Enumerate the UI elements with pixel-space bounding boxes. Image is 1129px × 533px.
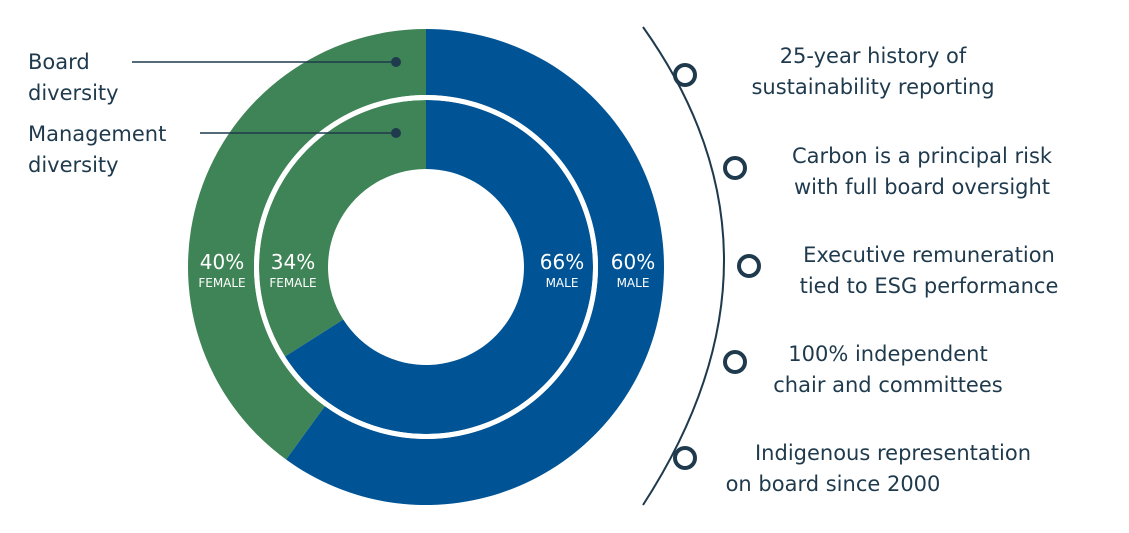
fact-text-line1: Carbon is a principal risk [792, 144, 1053, 168]
legend-board-label-line2: diversity [28, 81, 119, 105]
fact-text-line2: on board since 2000 [726, 472, 941, 496]
fact-item: Executive remuneration tied to ESG perfo… [737, 243, 1059, 298]
ring-separator [254, 95, 598, 439]
ring-value-labels: 40% FEMALE 34% FEMALE 66% MALE 60% MALE [198, 250, 655, 290]
timeline-node-icon [737, 254, 761, 278]
inner-ring-female-slice [259, 100, 426, 357]
fact-text-line1: Executive remuneration [803, 243, 1055, 267]
inner-female-value-label: 34% [271, 250, 315, 274]
inner-male-category-label: MALE [546, 276, 579, 290]
fact-item: 25-year history of sustainability report… [673, 44, 995, 99]
diversity-donut-chart [187, 29, 664, 505]
outer-female-category-label: FEMALE [198, 276, 245, 290]
timeline-arc [642, 26, 725, 506]
legend: Board diversity Management diversity [28, 50, 401, 177]
legend-board-label: Board [28, 50, 90, 74]
timeline-node-icon [723, 350, 747, 374]
outer-male-value-label: 60% [611, 250, 655, 274]
fact-item: 100% independent chair and committees [723, 342, 1003, 397]
fact-text-line1: Indigenous representation [755, 441, 1031, 465]
fact-item: Carbon is a principal risk with full boa… [723, 144, 1053, 199]
fact-text-line2: with full board oversight [794, 175, 1050, 199]
fact-text-line2: tied to ESG performance [800, 274, 1059, 298]
board-leader-dot [391, 57, 401, 67]
fact-text-line2: chair and committees [773, 373, 1002, 397]
inner-male-value-label: 66% [540, 250, 584, 274]
inner-female-category-label: FEMALE [269, 276, 316, 290]
inner-ring-male-slice [284, 100, 594, 435]
outer-ring-male-slice [286, 29, 664, 505]
management-leader-dot [391, 128, 401, 138]
outer-female-value-label: 40% [200, 250, 244, 274]
timeline-node-icon [723, 156, 747, 180]
fact-text-line1: 25-year history of [780, 44, 967, 68]
legend-management-label: Management [28, 122, 166, 146]
timeline-node-icon [673, 446, 697, 470]
outer-male-category-label: MALE [617, 276, 650, 290]
facts-list: 25-year history of sustainability report… [673, 44, 1059, 496]
fact-text-line2: sustainability reporting [751, 75, 994, 99]
fact-item: Indigenous representation on board since… [673, 441, 1031, 496]
outer-ring-female-slice [187, 29, 426, 460]
timeline-node-icon [673, 63, 697, 87]
fact-text-line1: 100% independent [788, 342, 987, 366]
legend-management-label-line2: diversity [28, 153, 119, 177]
